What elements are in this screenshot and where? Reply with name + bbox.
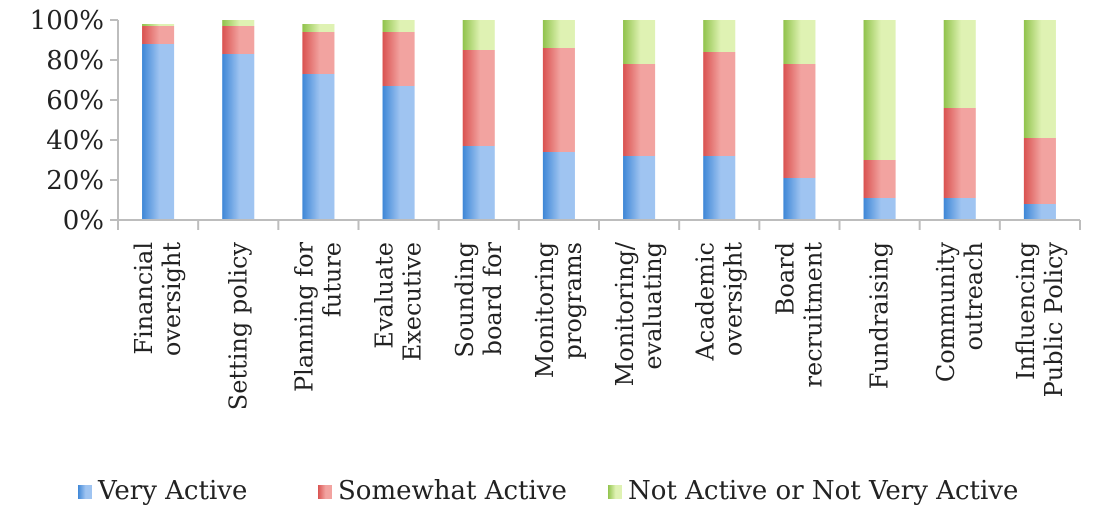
x-category-label-line: Public Policy xyxy=(1040,242,1068,398)
legend-label-1: Somewhat Active xyxy=(338,476,567,506)
x-category-label-line: future xyxy=(318,242,346,317)
bar-not-active-or-not-very-active-7 xyxy=(703,20,736,52)
x-category-label-line: Board xyxy=(771,242,799,315)
bar-not-active-or-not-very-active-1 xyxy=(222,20,255,26)
bar-very-active-1 xyxy=(222,54,255,220)
x-category-label-line: programs xyxy=(559,242,587,360)
y-tick-label: 80% xyxy=(46,46,104,76)
x-category-label: Fundraising xyxy=(866,242,894,389)
bar-somewhat-active-7 xyxy=(703,52,736,156)
y-tick-label: 60% xyxy=(46,86,104,116)
x-category-label-line: Influencing xyxy=(1012,242,1040,380)
bar-somewhat-active-11 xyxy=(1023,138,1056,204)
bar-somewhat-active-6 xyxy=(623,64,656,156)
bar-somewhat-active-9 xyxy=(863,160,896,198)
x-category-label: Planning for future xyxy=(290,241,346,392)
x-category-label: Influencing Public Policy xyxy=(1012,242,1068,398)
x-category-label-line: evaluating xyxy=(639,242,667,370)
bar-very-active-9 xyxy=(863,198,896,220)
bar-very-active-3 xyxy=(382,86,415,220)
legend-swatch-0 xyxy=(78,485,92,499)
bar-very-active-10 xyxy=(943,198,976,220)
bar-not-active-or-not-very-active-5 xyxy=(542,20,575,48)
bar-somewhat-active-5 xyxy=(542,48,575,152)
bar-somewhat-active-8 xyxy=(783,64,816,178)
bar-very-active-0 xyxy=(142,44,175,220)
bar-very-active-7 xyxy=(703,156,736,220)
legend-label-2: Not Active or Not Very Active xyxy=(628,476,1018,506)
bar-somewhat-active-2 xyxy=(302,32,335,74)
x-category-label-line: Planning for xyxy=(290,241,318,392)
bar-not-active-or-not-very-active-11 xyxy=(1023,20,1056,138)
x-axis: Financial oversight Setting policy Planning… xyxy=(117,219,1081,411)
bar-not-active-or-not-very-active-4 xyxy=(462,20,495,50)
bar-not-active-or-not-very-active-6 xyxy=(623,20,656,64)
bars xyxy=(142,20,1056,220)
x-category-label-line: Evaluate xyxy=(371,242,399,349)
x-category-label-line: Sounding xyxy=(451,242,479,358)
x-category-label-line: Monitoring xyxy=(531,242,559,378)
x-category-label: Setting policy xyxy=(224,242,252,411)
bar-very-active-2 xyxy=(302,74,335,220)
bar-very-active-5 xyxy=(542,152,575,220)
bar-very-active-8 xyxy=(783,178,816,220)
bar-not-active-or-not-very-active-3 xyxy=(382,20,415,32)
y-tick-label: 20% xyxy=(46,166,104,196)
bar-somewhat-active-10 xyxy=(943,108,976,198)
x-category-label-line: outreach xyxy=(960,242,988,350)
legend-swatch-1 xyxy=(318,485,332,499)
bar-very-active-4 xyxy=(462,146,495,220)
bar-somewhat-active-0 xyxy=(142,26,175,44)
x-category-label: Community outreach xyxy=(932,242,988,383)
bar-not-active-or-not-very-active-2 xyxy=(302,24,335,32)
y-tick-label: 40% xyxy=(46,126,104,156)
x-category-label: Financial oversight xyxy=(130,242,186,356)
bar-somewhat-active-4 xyxy=(462,50,495,146)
x-category-label-line: oversight xyxy=(719,242,747,356)
x-category-label: Board recruitment xyxy=(771,242,827,388)
bar-not-active-or-not-very-active-0 xyxy=(142,24,175,26)
x-category-label-line: recruitment xyxy=(799,242,827,388)
x-category-label: Academic oversight xyxy=(691,242,747,362)
bar-very-active-6 xyxy=(623,156,656,220)
bar-not-active-or-not-very-active-8 xyxy=(783,20,816,64)
bar-not-active-or-not-very-active-9 xyxy=(863,20,896,160)
y-tick-label: 100% xyxy=(30,6,104,36)
x-category-label-line: Academic xyxy=(691,242,719,362)
bar-not-active-or-not-very-active-10 xyxy=(943,20,976,108)
legend-label-0: Very Active xyxy=(97,476,247,506)
x-category-label-line: board for xyxy=(479,241,507,355)
y-axis: 0% 20% 40% 60% 80% 100% xyxy=(30,6,119,236)
x-category-label-line: Monitoring/ xyxy=(611,241,639,386)
x-category-label: Sounding board for xyxy=(451,241,507,357)
legend: Very Active Somewhat Active Not Active or … xyxy=(78,476,1018,506)
bar-somewhat-active-3 xyxy=(382,32,415,86)
x-category-label-line: Setting policy xyxy=(224,242,252,411)
bar-very-active-11 xyxy=(1023,204,1056,220)
x-category-label-line: oversight xyxy=(158,242,186,356)
x-category-label: Monitoring programs xyxy=(531,242,587,378)
y-tick-label: 0% xyxy=(63,206,104,236)
bar-somewhat-active-1 xyxy=(222,26,255,54)
x-category-label-line: Financial xyxy=(130,242,158,355)
legend-swatch-2 xyxy=(608,485,622,499)
x-category-label: Evaluate Executive xyxy=(371,242,427,361)
x-category-label-line: Fundraising xyxy=(866,242,894,389)
x-category-label-line: Executive xyxy=(399,242,427,361)
x-category-label-line: Community xyxy=(932,242,960,383)
x-category-label: Monitoring/evaluating xyxy=(611,241,667,386)
